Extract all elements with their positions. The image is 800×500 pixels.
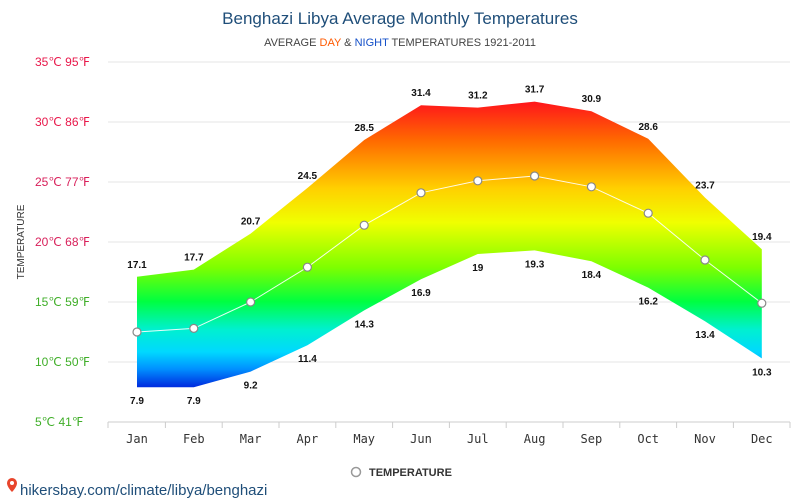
footer-link[interactable]: hikersbay.com/climate/libya/benghazi xyxy=(7,478,267,499)
subtitle-night: NIGHT xyxy=(355,37,390,49)
x-tick-label: Feb xyxy=(183,432,205,446)
footer-url[interactable]: hikersbay.com/climate/libya/benghazi xyxy=(20,482,267,499)
x-tick-label: Jan xyxy=(126,432,148,446)
location-pin-dot xyxy=(10,481,14,485)
night-value-label: 18.4 xyxy=(582,270,602,281)
legend[interactable]: TEMPERATURE xyxy=(350,466,452,479)
x-tick-label: Apr xyxy=(297,432,319,446)
x-tick-label: Sep xyxy=(581,432,603,446)
legend-marker-icon xyxy=(350,466,362,478)
day-value-label: 30.9 xyxy=(582,94,602,105)
average-temperature-point[interactable] xyxy=(359,220,369,230)
day-night-band xyxy=(137,101,762,388)
day-value-label: 28.5 xyxy=(354,123,374,134)
average-temperature-point[interactable] xyxy=(473,176,483,186)
night-value-label: 19 xyxy=(472,263,484,274)
day-value-label: 20.7 xyxy=(241,217,261,228)
subtitle-day: DAY xyxy=(320,37,342,49)
day-value-label: 31.4 xyxy=(411,88,431,99)
y-tick-label: 20℃ 68℉ xyxy=(35,235,90,249)
night-value-label: 9.2 xyxy=(244,381,258,392)
night-value-labels: 7.9 7.9 9.2 11.4 14.3 16.9 19 19.3 18.4 16.2 13.4 1… xyxy=(130,259,772,407)
average-temperature-point[interactable] xyxy=(132,327,142,337)
day-value-label: 24.5 xyxy=(298,171,318,182)
day-value-label: 17.1 xyxy=(127,260,147,271)
day-value-label: 19.4 xyxy=(752,232,772,243)
y-tick-label: 35℃ 95℉ xyxy=(35,55,90,69)
day-value-label: 23.7 xyxy=(695,181,715,192)
average-temperature-point[interactable] xyxy=(529,171,540,181)
x-tick-label: Oct xyxy=(637,432,659,446)
y-tick-label: 30℃ 86℉ xyxy=(35,115,90,129)
average-temperature-point[interactable] xyxy=(643,208,653,218)
day-value-labels: 17.1 17.7 20.7 24.5 28.5 31.4 31.2 31.7 30.9 28.6… xyxy=(127,85,772,271)
y-tick-label: 10℃ 50℉ xyxy=(35,355,90,369)
chart-subtitle: AVERAGE DAY & NIGHT TEMPERATURES 1921-20… xyxy=(264,37,536,49)
average-temperature-point[interactable] xyxy=(700,255,710,265)
day-value-label: 31.7 xyxy=(525,85,545,96)
average-temperature-point[interactable] xyxy=(757,298,767,308)
x-tick-label: May xyxy=(353,432,375,446)
night-value-label: 14.3 xyxy=(354,319,374,330)
x-tick-label: Nov xyxy=(694,432,716,446)
night-value-label: 13.4 xyxy=(695,330,715,341)
night-value-label: 7.9 xyxy=(187,396,201,407)
x-tick-label: Aug xyxy=(524,432,546,446)
average-temperature-point[interactable] xyxy=(586,182,597,192)
night-value-label: 16.9 xyxy=(411,288,431,299)
x-tick-label: Jun xyxy=(410,432,432,446)
night-value-label: 11.4 xyxy=(298,354,317,365)
average-temperature-point[interactable] xyxy=(246,297,256,307)
night-value-label: 16.2 xyxy=(638,297,658,308)
night-value-label: 19.3 xyxy=(525,259,545,270)
subtitle-suffix: TEMPERATURES 1921-2011 xyxy=(389,37,536,49)
day-value-label: 17.7 xyxy=(184,253,204,264)
subtitle-amp: & xyxy=(341,37,354,49)
legend-label: TEMPERATURE xyxy=(369,467,452,479)
x-tick-label: Mar xyxy=(240,432,262,446)
average-temperature-points xyxy=(132,171,767,337)
y-tick-label: 15℃ 59℉ xyxy=(35,295,90,309)
x-tick-label: Dec xyxy=(751,432,773,446)
x-axis-ticks: Jan Feb Mar Apr May Jun Jul Aug Sep Oct Nov Dec xyxy=(107,422,791,446)
chart-title: Benghazi Libya Average Monthly Temperatu… xyxy=(222,9,578,28)
average-temperature-line xyxy=(136,175,763,333)
y-axis-ticks: 35℃ 95℉ 30℃ 86℉ 25℃ 77℉ 20℃ 68℉ 15℃ 59℉ 10℃ 5… xyxy=(35,55,90,429)
night-value-label: 7.9 xyxy=(130,396,144,407)
average-temperature-point[interactable] xyxy=(302,262,312,272)
y-tick-label: 25℃ 77℉ xyxy=(35,175,90,189)
day-value-label: 31.2 xyxy=(468,91,488,102)
subtitle-prefix: AVERAGE xyxy=(264,37,319,49)
y-tick-label: 5℃ 41℉ xyxy=(35,415,83,429)
average-temperature-point[interactable] xyxy=(189,323,199,333)
x-tick-label: Jul xyxy=(467,432,489,446)
average-temperature-point[interactable] xyxy=(416,188,426,198)
y-axis-label: TEMPERATURE xyxy=(16,204,27,279)
night-value-label: 10.3 xyxy=(752,367,772,378)
day-value-label: 28.6 xyxy=(638,122,658,133)
